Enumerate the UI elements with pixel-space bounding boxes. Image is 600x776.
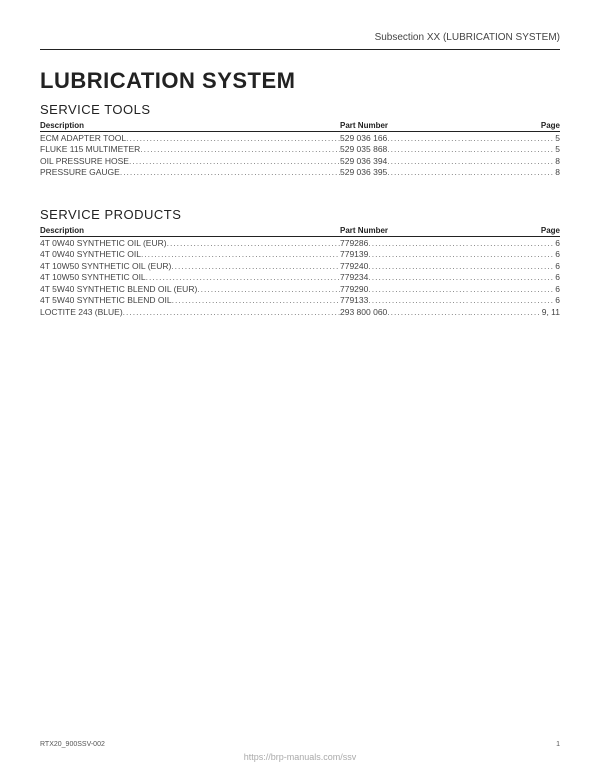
table-row: 4T 10W50 SYNTHETIC OIL (EUR)7792406 bbox=[40, 261, 560, 272]
row-desc: FLUKE 115 MULTIMETER bbox=[40, 144, 340, 155]
row-page: 9, 11 bbox=[470, 307, 560, 318]
col-page-header: Page bbox=[470, 121, 560, 130]
row-part: 529 035 868 bbox=[340, 144, 470, 155]
page-number: 1 bbox=[556, 741, 560, 748]
col-desc-header: Description bbox=[40, 121, 340, 130]
row-desc: OIL PRESSURE HOSE bbox=[40, 156, 340, 167]
table-row: OIL PRESSURE HOSE529 036 3948 bbox=[40, 156, 560, 167]
row-page: 8 bbox=[470, 167, 560, 178]
row-page: 6 bbox=[470, 295, 560, 306]
row-desc: 4T 5W40 SYNTHETIC BLEND OIL (EUR) bbox=[40, 284, 340, 295]
tools-table: Description Part Number Page ECM ADAPTER… bbox=[40, 121, 560, 179]
table-row: FLUKE 115 MULTIMETER529 035 8685 bbox=[40, 144, 560, 155]
row-part: 779234 bbox=[340, 272, 470, 283]
products-heading: SERVICE PRODUCTS bbox=[40, 207, 560, 222]
header-rule bbox=[40, 49, 560, 50]
row-part: 529 036 166 bbox=[340, 133, 470, 144]
col-part-header: Part Number bbox=[340, 121, 470, 130]
page-title: LUBRICATION SYSTEM bbox=[40, 68, 560, 94]
products-table: Description Part Number Page 4T 0W40 SYN… bbox=[40, 226, 560, 318]
row-desc: PRESSURE GAUGE bbox=[40, 167, 340, 178]
row-desc: LOCTITE 243 (BLUE) bbox=[40, 307, 340, 318]
col-part-header: Part Number bbox=[340, 226, 470, 235]
row-part: 779286 bbox=[340, 238, 470, 249]
table-row: 4T 0W40 SYNTHETIC OIL7791396 bbox=[40, 249, 560, 260]
row-page: 6 bbox=[470, 284, 560, 295]
row-desc: 4T 5W40 SYNTHETIC BLEND OIL bbox=[40, 295, 340, 306]
table-row: 4T 10W50 SYNTHETIC OIL7792346 bbox=[40, 272, 560, 283]
col-desc-header: Description bbox=[40, 226, 340, 235]
header-subsection: Subsection XX (LUBRICATION SYSTEM) bbox=[40, 32, 560, 43]
row-page: 5 bbox=[470, 144, 560, 155]
table-row: LOCTITE 243 (BLUE)293 800 0609, 11 bbox=[40, 307, 560, 318]
row-desc: 4T 0W40 SYNTHETIC OIL bbox=[40, 249, 340, 260]
table-row: ECM ADAPTER TOOL529 036 1665 bbox=[40, 133, 560, 144]
row-part: 779290 bbox=[340, 284, 470, 295]
doc-id: RTX20_900SSV-002 bbox=[40, 741, 105, 748]
table-row: 4T 0W40 SYNTHETIC OIL (EUR)7792866 bbox=[40, 238, 560, 249]
row-part: 529 036 394 bbox=[340, 156, 470, 167]
row-part: 779240 bbox=[340, 261, 470, 272]
page-footer: RTX20_900SSV-002 1 bbox=[40, 741, 560, 748]
table-row: 4T 5W40 SYNTHETIC BLEND OIL7791336 bbox=[40, 295, 560, 306]
row-part: 529 036 395 bbox=[340, 167, 470, 178]
row-desc: 4T 10W50 SYNTHETIC OIL (EUR) bbox=[40, 261, 340, 272]
row-part: 293 800 060 bbox=[340, 307, 470, 318]
row-page: 6 bbox=[470, 249, 560, 260]
row-desc: 4T 0W40 SYNTHETIC OIL (EUR) bbox=[40, 238, 340, 249]
col-page-header: Page bbox=[470, 226, 560, 235]
table-row: PRESSURE GAUGE529 036 3958 bbox=[40, 167, 560, 178]
row-page: 5 bbox=[470, 133, 560, 144]
row-part: 779139 bbox=[340, 249, 470, 260]
row-page: 8 bbox=[470, 156, 560, 167]
watermark-url: https://brp-manuals.com/ssv bbox=[0, 752, 600, 762]
row-desc: ECM ADAPTER TOOL bbox=[40, 133, 340, 144]
row-part: 779133 bbox=[340, 295, 470, 306]
table-row: 4T 5W40 SYNTHETIC BLEND OIL (EUR)7792906 bbox=[40, 284, 560, 295]
tools-heading: SERVICE TOOLS bbox=[40, 102, 560, 117]
row-desc: 4T 10W50 SYNTHETIC OIL bbox=[40, 272, 340, 283]
row-page: 6 bbox=[470, 272, 560, 283]
tools-table-header: Description Part Number Page bbox=[40, 121, 560, 132]
row-page: 6 bbox=[470, 238, 560, 249]
products-table-header: Description Part Number Page bbox=[40, 226, 560, 237]
row-page: 6 bbox=[470, 261, 560, 272]
